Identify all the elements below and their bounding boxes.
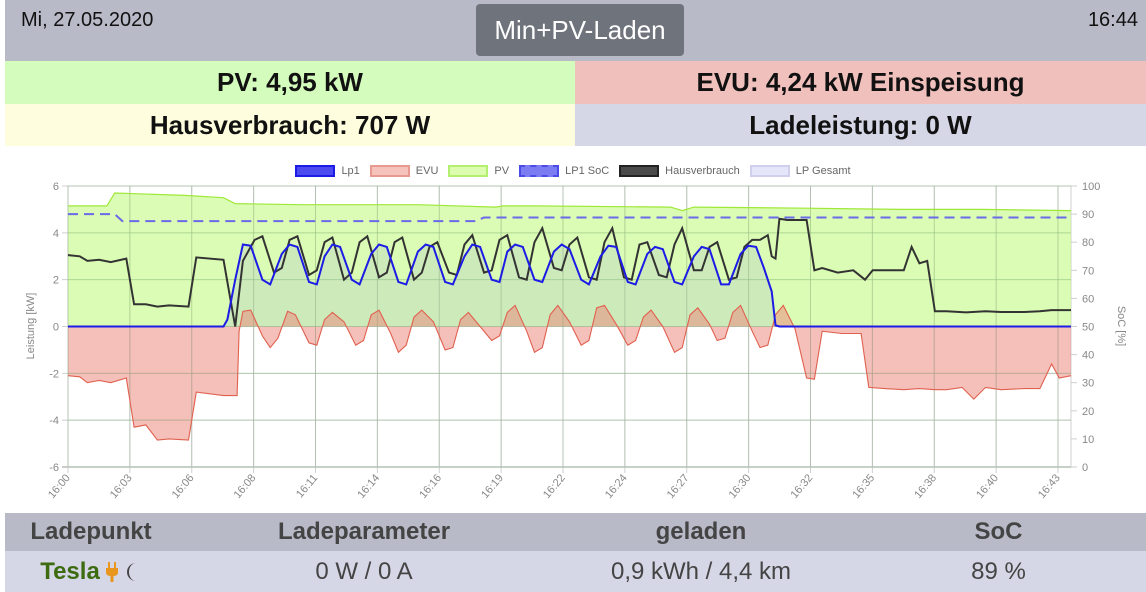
svg-text:100: 100 — [1082, 181, 1100, 193]
legend-item-hausverbrauch[interactable]: Hausverbrauch — [619, 165, 740, 177]
svg-text:16:16: 16:16 — [417, 472, 444, 501]
svg-text:16:14: 16:14 — [355, 472, 382, 501]
legend-item-lp-gesamt[interactable]: LP Gesamt — [749, 165, 851, 177]
svg-text:40: 40 — [1082, 350, 1094, 362]
svg-text:16:19: 16:19 — [479, 472, 506, 501]
svg-text:16:38: 16:38 — [912, 472, 939, 501]
legend-label: PV — [494, 165, 510, 177]
charge-mode-button[interactable]: Min+PV-Laden — [476, 4, 684, 56]
charged-energy-value: 0,9 kWh / 4,4 km — [610, 557, 792, 585]
svg-text:90: 90 — [1082, 209, 1094, 221]
svg-text:20: 20 — [1082, 406, 1094, 418]
legend-label: Hausverbrauch — [665, 165, 740, 177]
svg-text:-4: -4 — [49, 415, 59, 427]
house-consumption-tile: Hausverbrauch: 707 W — [5, 104, 575, 146]
svg-text:16:35: 16:35 — [850, 472, 877, 501]
svg-text:30: 30 — [1082, 378, 1094, 390]
header-bar: Mi, 27.05.2020 Min+PV-Laden 16:44 — [5, 0, 1146, 61]
svg-text:16:32: 16:32 — [788, 472, 815, 501]
chargepoint-name[interactable]: Tesla — [40, 558, 142, 586]
svg-text:80: 80 — [1082, 237, 1094, 249]
chart-legend: Lp1 EVU PV LP1 SoC Hausverbrauch LP Gesa… — [0, 162, 1146, 180]
haus-swatch-icon — [619, 165, 660, 177]
col-header-ladeparameter: Ladeparameter — [277, 518, 451, 545]
legend-label: Lp1 — [341, 165, 360, 177]
lp1-swatch-icon — [295, 165, 336, 177]
svg-text:16:30: 16:30 — [727, 472, 754, 501]
legend-item-pv[interactable]: PV — [448, 165, 509, 177]
svg-text:6: 6 — [53, 181, 59, 193]
date-label: Mi, 27.05.2020 — [21, 9, 154, 31]
svg-text:16:40: 16:40 — [974, 472, 1001, 501]
svg-text:16:06: 16:06 — [170, 472, 197, 501]
col-header-soc: SoC — [974, 518, 1023, 545]
chargepoint-table-header: Ladepunkt Ladeparameter geladen SoC — [5, 513, 1146, 551]
legend-item-evu[interactable]: EVU — [369, 165, 439, 177]
svg-text:16:43: 16:43 — [1036, 472, 1063, 501]
lp-gesamt-swatch-icon — [749, 165, 790, 177]
chargepoint-row[interactable]: Tesla 0 W / 0 A 0,9 kWh / 4,4 km 89 % — [5, 551, 1146, 592]
svg-text:50: 50 — [1082, 322, 1094, 334]
svg-text:0: 0 — [53, 322, 59, 334]
charging-power-tile: Ladeleistung: 0 W — [575, 104, 1146, 146]
svg-text:-6: -6 — [49, 462, 59, 474]
svg-text:0: 0 — [1082, 462, 1088, 474]
svg-text:16:27: 16:27 — [665, 472, 692, 501]
col-header-ladepunkt: Ladepunkt — [30, 518, 152, 545]
svg-text:16:24: 16:24 — [603, 472, 630, 501]
legend-label: EVU — [415, 165, 439, 177]
svg-text:16:11: 16:11 — [294, 472, 320, 500]
svg-text:4: 4 — [53, 228, 59, 240]
svg-text:16:00: 16:00 — [46, 472, 73, 501]
evu-swatch-icon — [369, 165, 410, 177]
soc-value: 89 % — [971, 557, 1026, 585]
svg-text:-2: -2 — [49, 368, 59, 380]
legend-label: LP1 SoC — [565, 165, 610, 177]
charge-parameter-value: 0 W / 0 A — [315, 557, 413, 585]
legend-item-lp1-soc[interactable]: LP1 SoC — [519, 165, 609, 177]
legend-item-lp1[interactable]: Lp1 — [295, 165, 360, 177]
svg-text:Leistung [kW]: Leistung [kW] — [25, 293, 37, 360]
svg-text:10: 10 — [1082, 434, 1094, 446]
svg-text:16:08: 16:08 — [232, 472, 259, 501]
legend-label: LP Gesamt — [795, 165, 851, 177]
svg-text:60: 60 — [1082, 293, 1094, 305]
moon-icon — [126, 562, 136, 581]
evu-power-tile: EVU: 4,24 kW Einspeisung — [575, 61, 1146, 104]
chargepoint-name-cell: Tesla — [5, 558, 177, 586]
pv-swatch-icon — [448, 165, 489, 177]
svg-text:16:22: 16:22 — [541, 472, 568, 501]
svg-text:16:03: 16:03 — [108, 472, 135, 501]
svg-text:SoC [%]: SoC [%] — [1115, 306, 1127, 346]
col-header-geladen: geladen — [655, 518, 747, 545]
plug-icon — [105, 561, 118, 582]
time-label: 16:44 — [1087, 9, 1138, 31]
svg-text:2: 2 — [53, 275, 59, 287]
soc-swatch-icon — [519, 165, 560, 177]
chargepoint-label: Tesla — [40, 557, 100, 585]
svg-text:70: 70 — [1082, 265, 1094, 277]
pv-power-tile: PV: 4,95 kW — [5, 61, 575, 104]
